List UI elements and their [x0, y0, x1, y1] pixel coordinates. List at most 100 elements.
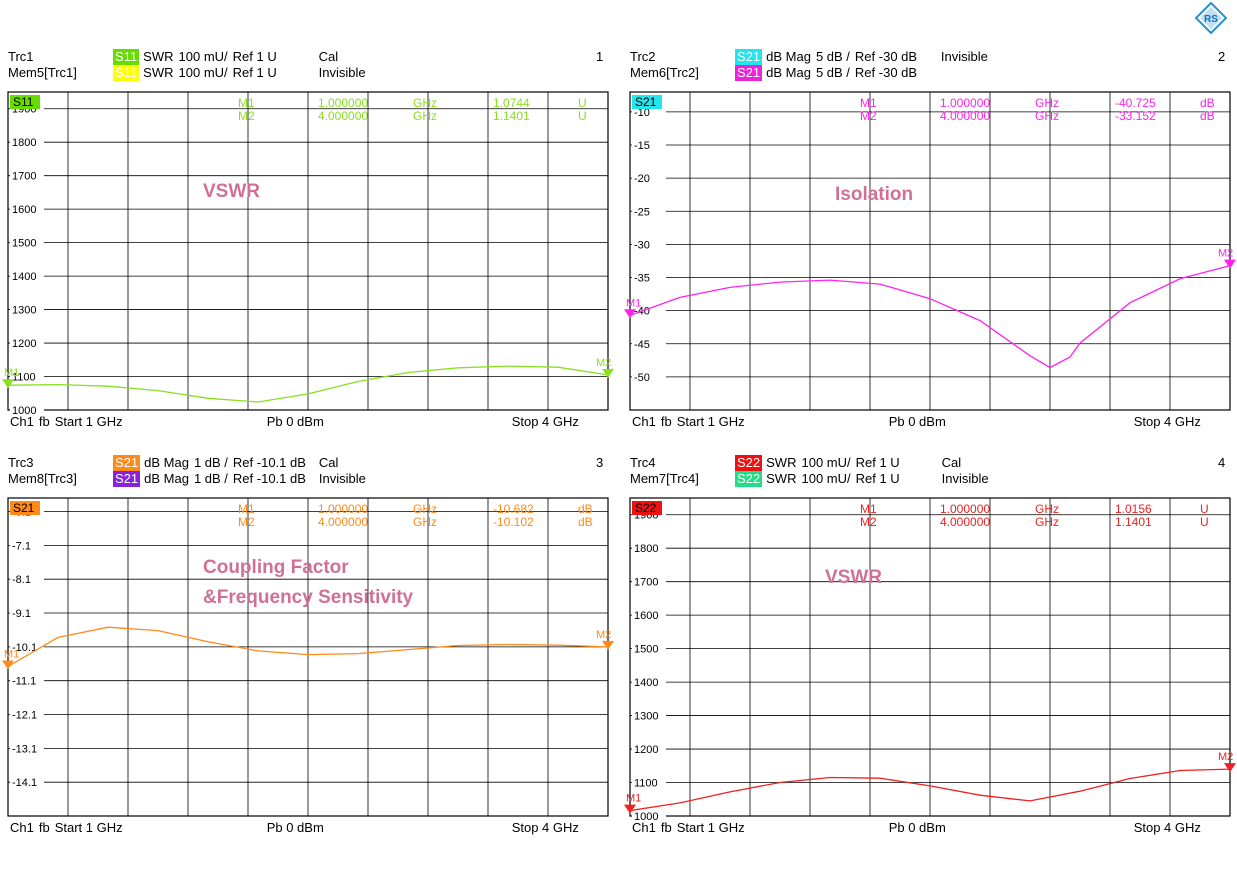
active-trace-badge[interactable] — [10, 501, 40, 515]
tick-label-bg — [632, 237, 666, 251]
marker-vunit: dB — [578, 515, 593, 529]
active-trace-badge-label: S11 — [13, 95, 34, 109]
memory-header[interactable]: Mem6[Trc2] S21 dB Mag 5 dB / Ref -30 dB — [630, 65, 941, 81]
tick-label-bg — [632, 369, 666, 383]
marker-triangle[interactable] — [2, 379, 14, 389]
trace-name: Trc2 — [630, 49, 656, 64]
fb-label: fb — [38, 414, 50, 429]
param-badge: S22 — [735, 455, 763, 471]
diagram-panel-4[interactable]: Trc4 S22 SWR 100 mU/Ref 1 U Cal Mem7[Trc4] S22… — [624, 454, 1237, 873]
tick-label-bg — [632, 171, 666, 185]
ref-label: Ref 1 U — [232, 49, 277, 64]
marker-name: M1 — [860, 502, 877, 516]
param-badge: S22 — [735, 471, 763, 487]
tick-label-bg — [10, 269, 44, 283]
marker-triangle[interactable] — [1224, 763, 1236, 773]
tick-label-bg — [10, 606, 44, 620]
marker-triangle[interactable] — [1224, 259, 1236, 269]
marker-info-row: M1 1.000000 GHz -10.682 dB — [238, 502, 593, 516]
format-label: dB Mag — [144, 471, 189, 486]
stop-frequency: Stop 4 GHz — [511, 820, 579, 835]
annotation-text: VSWR — [825, 567, 882, 588]
marker-funit: GHz — [413, 502, 437, 516]
marker-vunit: dB — [1200, 96, 1215, 110]
start-frequency: Start 1 GHz — [676, 820, 745, 835]
diagram-panel-2[interactable]: Trc2 S21 dB Mag 5 dB / Ref -30 dB Invisible Me… — [624, 48, 1237, 467]
channel-footer[interactable]: Ch1 fb Start 1 GHz Pb 0 dBm Stop 4 GHz — [10, 414, 610, 429]
marker-triangle-label: M2 — [596, 629, 611, 641]
chart-plot-area[interactable]: 1000110012001300140015001600170018001900… — [624, 497, 1236, 823]
y-tick-label: 1000 — [634, 811, 658, 823]
active-trace-badge[interactable] — [632, 501, 662, 515]
trace-line[interactable] — [7, 626, 609, 668]
y-tick-label: 1300 — [12, 305, 36, 317]
tick-label-bg — [10, 336, 44, 350]
annotation-text: VSWR — [203, 181, 260, 202]
marker-info-row: M2 4.000000 GHz 1.1401 U — [860, 515, 1209, 529]
memory-header[interactable]: Mem8[Trc3] S21 dB Mag 1 dB / Ref -10.1 dB Inv… — [8, 471, 366, 487]
source-power: Pb 0 dBm — [888, 414, 946, 429]
status-label: Cal — [941, 455, 962, 470]
active-trace-badge[interactable] — [632, 95, 662, 109]
y-tick-label: -10.1 — [12, 642, 37, 654]
diagram-number: 1 — [596, 49, 604, 64]
diagram-panel-1[interactable]: Trc1 S11 SWR 100 mU/Ref 1 U Cal Mem5[Trc1] S11… — [2, 48, 618, 467]
rs-logo-icon: RS — [1195, 2, 1227, 34]
marker-name: M2 — [238, 109, 255, 123]
trace-line[interactable] — [629, 264, 1231, 369]
trace-header[interactable]: Trc1 S11 SWR 100 mU/Ref 1 U Cal — [8, 49, 338, 65]
tick-label-bg — [632, 541, 666, 555]
trace-header[interactable]: Trc4 S22 SWR 100 mU/Ref 1 U Cal — [630, 455, 961, 471]
stop-frequency: Stop 4 GHz — [511, 414, 579, 429]
y-tick-label: -10 — [634, 107, 650, 119]
marker-triangle-label: M1 — [4, 648, 19, 660]
channel-footer[interactable]: Ch1 fb Start 1 GHz Pb 0 dBm Stop 4 GHz — [632, 820, 1232, 835]
marker-value: -10.102 — [493, 515, 534, 529]
tick-label-bg — [10, 741, 44, 755]
marker-triangle[interactable] — [602, 640, 614, 650]
param-badge: S21 — [735, 65, 763, 81]
marker-triangle-label: M1 — [4, 367, 19, 379]
diagram-number: 4 — [1218, 455, 1226, 470]
marker-freq: 4.000000 — [940, 109, 990, 123]
trace-header[interactable]: Trc3 S21 dB Mag 1 dB / Ref -10.1 dB Cal — [8, 455, 338, 471]
memory-header[interactable]: Mem5[Trc1] S11 SWR 100 mU/Ref 1 U Invisible — [8, 65, 366, 81]
y-tick-label: 1800 — [12, 137, 36, 149]
marker-triangle-label: M2 — [1218, 248, 1233, 260]
tick-label-bg — [10, 403, 44, 416]
y-tick-label: -20 — [634, 173, 650, 185]
marker-triangle[interactable] — [2, 660, 14, 670]
trace-line[interactable] — [7, 365, 609, 403]
fb-label: fb — [38, 820, 50, 835]
trace-name: Trc4 — [630, 455, 656, 470]
ref-label: Ref 1 U — [855, 471, 900, 486]
y-tick-label: 1200 — [12, 338, 36, 350]
trace-line[interactable] — [629, 768, 1231, 812]
marker-value: -33.152 — [1115, 109, 1156, 123]
y-tick-label: -35 — [634, 273, 650, 285]
marker-info-row: M1 1.000000 GHz -40.725 dB — [860, 96, 1215, 110]
active-trace-badge[interactable] — [10, 95, 40, 109]
source-power: Pb 0 dBm — [266, 414, 324, 429]
channel-footer[interactable]: Ch1 fb Start 1 GHz Pb 0 dBm Stop 4 GHz — [10, 820, 610, 835]
channel-label: Ch1 — [10, 414, 34, 429]
channel-footer[interactable]: Ch1 fb Start 1 GHz Pb 0 dBm Stop 4 GHz — [632, 414, 1232, 429]
format-label: dB Mag — [766, 49, 811, 64]
memory-header[interactable]: Mem7[Trc4] S22 SWR 100 mU/Ref 1 U Invisible — [630, 471, 989, 487]
marker-triangle[interactable] — [624, 804, 636, 814]
stop-frequency: Stop 4 GHz — [1133, 414, 1201, 429]
marker-value: -40.725 — [1115, 96, 1156, 110]
marker-triangle[interactable] — [602, 368, 614, 378]
y-tick-label: 1400 — [634, 677, 658, 689]
marker-triangle[interactable] — [624, 309, 636, 319]
tick-label-bg — [10, 369, 44, 383]
chart-plot-area[interactable]: 1000110012001300140015001600170018001900… — [2, 91, 614, 417]
status-label: Invisible — [318, 471, 366, 486]
diagram-panel-3[interactable]: Trc3 S21 dB Mag 1 dB / Ref -10.1 dB Cal Mem8[T… — [2, 454, 618, 873]
chart-plot-area[interactable]: -6.1-7.1-8.1-9.1-10.1-11.1-12.1-13.1-14.… — [2, 497, 614, 818]
marker-info-row: M1 1.000000 GHz 1.0156 U — [860, 502, 1209, 516]
tick-label-bg — [632, 138, 666, 151]
trace-header[interactable]: Trc2 S21 dB Mag 5 dB / Ref -30 dB Invisible — [630, 49, 988, 65]
ref-label: Ref -10.1 dB — [232, 455, 306, 470]
